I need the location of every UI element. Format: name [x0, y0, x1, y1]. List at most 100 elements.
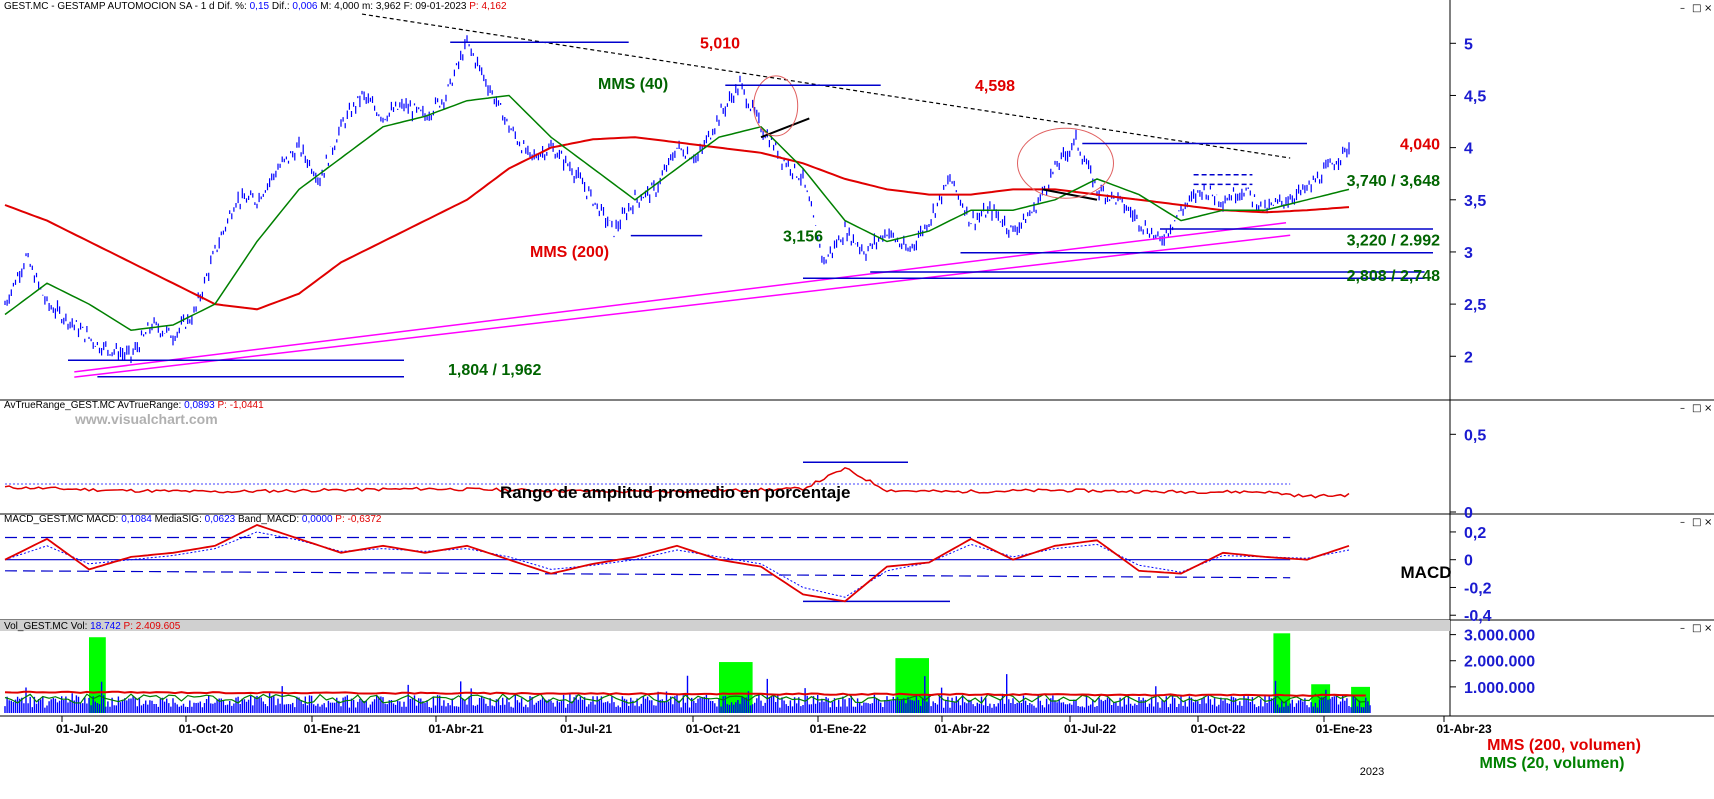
level-1804-1962-label: 1,804 / 1,962 — [448, 362, 542, 379]
window-control-icon: – — [1680, 517, 1685, 528]
header-field: m: 3,962 — [359, 1, 401, 12]
window-control-icon: × — [1704, 517, 1712, 528]
price-bars — [4, 35, 1350, 364]
header-field: P: 4,162 — [466, 1, 506, 12]
header-field: AvTrueRange_GEST.MC — [4, 400, 115, 411]
header-field: MediaSIG: — [152, 514, 202, 525]
panel-background — [0, 514, 1714, 620]
window-control-icon: □ — [1692, 403, 1701, 414]
header-field: 0,15 — [247, 1, 270, 12]
date-tick-label: 01-Jul-22 — [1064, 722, 1116, 736]
date-tick-label: 01-Abr-23 — [1436, 722, 1492, 736]
price-y-tick-label: 2,5 — [1464, 297, 1486, 314]
resistance-trendline — [361, 13, 1291, 159]
atr-y-tick-label: 0 — [1464, 505, 1473, 522]
date-tick-label: 01-Abr-21 — [428, 722, 484, 736]
date-tick-label: 01-Jul-21 — [560, 722, 612, 736]
level-4040-label: 4,040 — [1400, 136, 1440, 153]
atr-panel-header: AvTrueRange_GEST.MC AvTrueRange: 0,0893 … — [4, 400, 264, 411]
breakdown-segment — [1042, 188, 1098, 201]
year-marker: 2023 — [1360, 766, 1384, 778]
window-control-icon: □ — [1692, 517, 1701, 528]
header-field: 18.742 — [87, 621, 121, 632]
window-control-icon: – — [1680, 3, 1685, 14]
price-y-tick-label: 4 — [1464, 141, 1473, 158]
price-y-tick-label: 5 — [1464, 36, 1473, 53]
level-4598-label: 4,598 — [975, 78, 1015, 95]
header-field: 0,0893 — [181, 400, 215, 411]
window-control-icon: □ — [1692, 3, 1701, 14]
volume-y-tick-label: 2.000.000 — [1464, 654, 1535, 671]
atr-y-tick-label: 0,5 — [1464, 427, 1486, 444]
header-field: MACD_GEST.MC — [4, 514, 83, 525]
header-field: Dif.: — [269, 1, 290, 12]
header-field: AvTrueRange: — [115, 400, 181, 411]
macd-y-tick-label: 0,2 — [1464, 525, 1486, 542]
level-3220-2992-label: 3,220 / 2.992 — [1347, 232, 1441, 249]
header-field: MACD: — [83, 514, 118, 525]
header-field: 0,1084 — [118, 514, 152, 525]
level-3156-label: 3,156 — [783, 229, 823, 246]
support-trendline — [74, 221, 1287, 373]
window-control-icon: × — [1704, 623, 1712, 634]
atr-line — [4, 466, 1350, 499]
date-tick-label: 01-Ene-22 — [810, 722, 867, 736]
panel-background — [0, 400, 1714, 514]
top-circle — [1017, 127, 1114, 199]
volume-y-tick-label: 1.000.000 — [1464, 680, 1535, 697]
window-control-icon: – — [1680, 623, 1685, 634]
macd-panel-header: MACD_GEST.MC MACD: 0,1084 MediaSIG: 0,06… — [4, 514, 382, 525]
date-tick-label: 01-Oct-22 — [1191, 722, 1246, 736]
macd-signal-line — [4, 531, 1350, 598]
date-tick-label: 01-Ene-23 — [1316, 722, 1373, 736]
header-field: F: 09-01-2023 — [401, 1, 467, 12]
macd-y-tick-label: 0 — [1464, 553, 1473, 570]
macd-y-tick-label: -0,4 — [1464, 608, 1492, 625]
date-tick-label: 01-Oct-21 — [686, 722, 741, 736]
ma200-label: MMS (200) — [530, 244, 609, 261]
header-field: Vol: — [68, 621, 87, 632]
macd-line — [4, 524, 1350, 603]
macd-annotation: MACD — [1401, 563, 1452, 582]
atr-annotation: Rango de amplitud promedio en porcentaje — [500, 483, 850, 502]
header-field: 0,0000 — [299, 514, 333, 525]
volume-highlight-box — [1351, 686, 1370, 713]
header-field: M: 4,000 — [317, 1, 359, 12]
level-3740-3648-label: 3,740 / 3,648 — [1347, 173, 1441, 190]
header-field: Dif. %: — [215, 1, 247, 12]
window-control-icon: – — [1680, 403, 1685, 414]
macd-y-tick-label: -0,2 — [1464, 580, 1492, 597]
date-tick-label: 01-Oct-20 — [179, 722, 234, 736]
window-control-icon: × — [1704, 403, 1712, 414]
volume-highlight-box — [1273, 633, 1291, 713]
header-field: P: -0,6372 — [333, 514, 382, 525]
volume-panel-header: Vol_GEST.MC Vol: 18.742 P: 2.409.605 — [4, 621, 181, 632]
header-field: Vol_GEST.MC — [4, 621, 68, 632]
date-tick-label: 01-Abr-22 — [934, 722, 990, 736]
volume-legend-ma20: MMS (20, volumen) — [1480, 755, 1625, 772]
header-field: 0,0623 — [202, 514, 236, 525]
header-field: GEST.MC - GESTAMP AUTOMOCION SA - 1 d — [4, 1, 215, 12]
support-trendline — [74, 234, 1291, 378]
volume-y-tick-label: 3.000.000 — [1464, 628, 1535, 645]
header-field: 0,006 — [290, 1, 318, 12]
price-y-tick-label: 2 — [1464, 349, 1473, 366]
top-circle — [753, 75, 799, 137]
ma200-line — [4, 136, 1350, 311]
volume-ma200-line — [4, 690, 1366, 697]
price-y-tick-label: 3 — [1464, 245, 1473, 262]
watermark: www.visualchart.com — [74, 411, 218, 427]
price-y-tick-label: 3,5 — [1464, 193, 1486, 210]
level-2808-2748-label: 2,808 / 2,748 — [1347, 268, 1441, 285]
ma40-line — [4, 94, 1350, 331]
header-field: Band_MACD: — [235, 514, 299, 525]
level-5010-label: 5,010 — [700, 35, 740, 52]
header-field: P: 2.409.605 — [121, 621, 181, 632]
price-y-tick-label: 4,5 — [1464, 88, 1486, 105]
ma40-label: MMS (40) — [598, 76, 668, 93]
macd-band-lower — [4, 570, 1291, 579]
header-field: P: -1,0441 — [215, 400, 264, 411]
window-control-icon: □ — [1692, 623, 1701, 634]
volume-legend-ma200: MMS (200, volumen) — [1487, 737, 1641, 754]
